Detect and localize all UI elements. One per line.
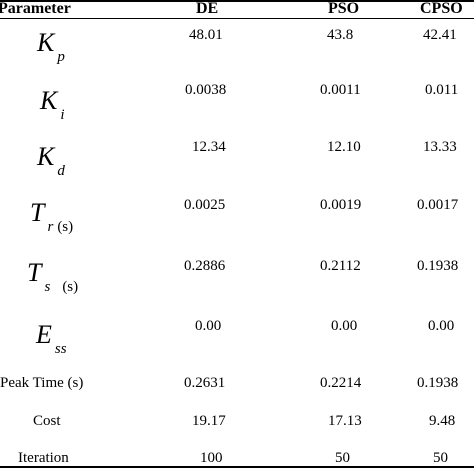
value-cpso: 0.0017 <box>417 197 459 213</box>
value-pso: 50 <box>335 450 350 466</box>
parameter-label: Iteration <box>18 450 69 466</box>
header-pso: PSO <box>328 0 360 17</box>
value-de: 100 <box>200 450 223 466</box>
parameter-label: Peak Time (s) <box>0 375 84 391</box>
header-rule <box>0 18 474 19</box>
value-de: 0.0025 <box>184 197 226 213</box>
value-cpso: 0.1938 <box>417 258 459 274</box>
value-de: 19.17 <box>192 413 226 429</box>
value-pso: 0.0011 <box>320 82 361 98</box>
value-pso: 0.2112 <box>320 258 361 274</box>
value-cpso: 0.1938 <box>417 375 459 391</box>
value-pso: 12.10 <box>327 139 361 155</box>
value-cpso: 0.011 <box>425 82 459 98</box>
value-pso: 0.00 <box>331 318 358 334</box>
value-pso: 0.0019 <box>320 197 362 213</box>
header-parameter: Parameter <box>0 0 71 17</box>
parameter-label: Cost <box>33 413 61 429</box>
value-cpso: 42.41 <box>423 27 457 43</box>
value-cpso: 9.48 <box>429 413 456 429</box>
header-de: DE <box>196 0 219 17</box>
value-pso: 43.8 <box>327 27 354 43</box>
value-cpso: 50 <box>433 450 448 466</box>
header-cpso: CPSO <box>420 0 463 17</box>
value-de: 0.2886 <box>184 258 226 274</box>
value-pso: 0.2214 <box>320 375 362 391</box>
value-de: 0.2631 <box>184 375 226 391</box>
value-de: 12.34 <box>192 139 226 155</box>
bottom-rule <box>0 466 474 468</box>
value-de: 0.0038 <box>185 82 227 98</box>
value-de: 48.01 <box>189 27 223 43</box>
value-pso: 17.13 <box>328 413 362 429</box>
value-cpso: 13.33 <box>423 139 457 155</box>
value-de: 0.00 <box>195 318 222 334</box>
top-rule <box>0 0 474 2</box>
value-cpso: 0.00 <box>428 318 455 334</box>
